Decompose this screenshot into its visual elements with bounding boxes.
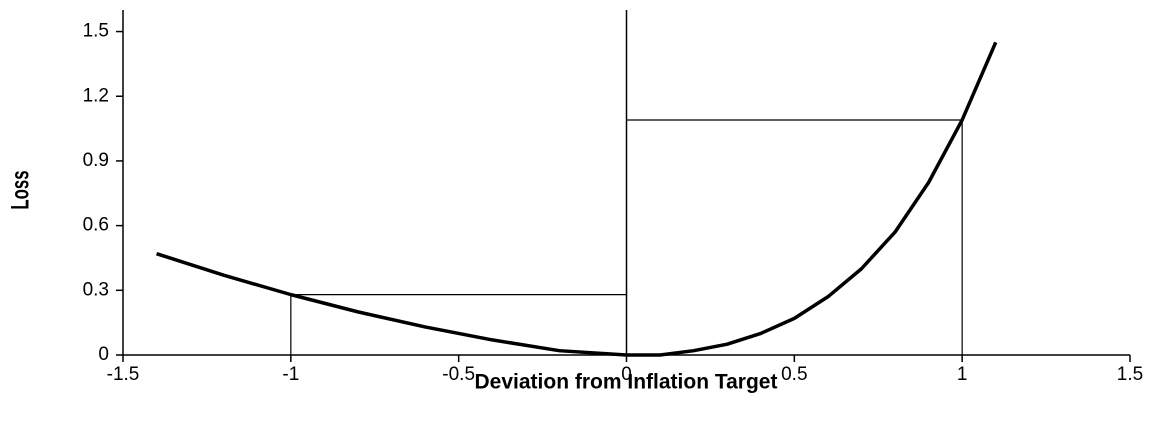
y-tick-label: 1.5 <box>83 21 109 42</box>
x-axis-label: Deviation from Inflation Target <box>475 371 778 394</box>
y-tick-label: 1.2 <box>83 85 109 106</box>
y-tick-label: 0 <box>98 344 109 365</box>
x-tick-label: 0 <box>621 364 632 385</box>
y-tick-label: 0.6 <box>83 215 109 236</box>
x-tick-label: -1.5 <box>107 364 140 385</box>
y-tick-label: 0.9 <box>83 150 109 171</box>
loss-curve <box>156 41 998 357</box>
x-tick-label: 1.5 <box>1117 364 1143 385</box>
x-tick-label: 1 <box>957 364 968 385</box>
y-tick-label: 0.3 <box>83 279 109 300</box>
x-tick-label: -0.5 <box>442 364 475 385</box>
x-tick-label: 0.5 <box>781 364 807 385</box>
x-tick-label: -1 <box>282 364 299 385</box>
y-axis-label: Loss <box>6 170 34 209</box>
